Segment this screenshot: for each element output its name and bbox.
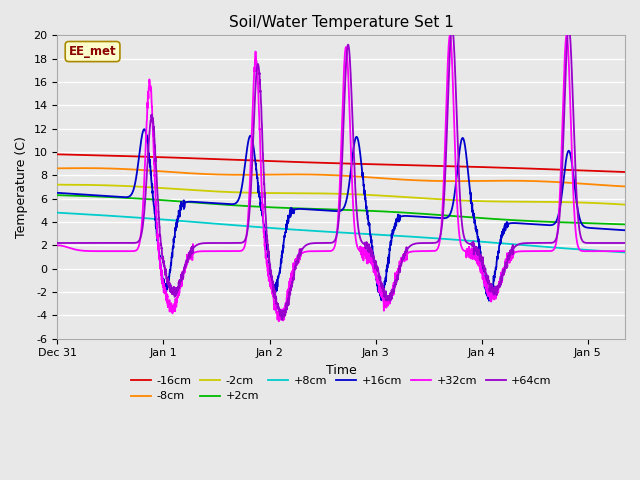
- -2cm: [621, 202, 629, 207]
- +16cm: [271, 290, 279, 296]
- +8cm: [271, 226, 279, 231]
- -2cm: [610, 201, 618, 207]
- +16cm: [549, 222, 557, 228]
- +16cm: [485, 298, 493, 303]
- +16cm: [296, 206, 304, 212]
- +16cm: [140, 126, 148, 132]
- +32cm: [271, 303, 279, 309]
- -16cm: [152, 154, 159, 160]
- +2cm: [549, 219, 557, 225]
- +16cm: [611, 227, 618, 232]
- +64cm: [278, 317, 286, 323]
- +64cm: [54, 240, 61, 246]
- -8cm: [54, 166, 61, 171]
- +8cm: [296, 227, 303, 233]
- -16cm: [610, 169, 618, 175]
- +2cm: [118, 195, 126, 201]
- +8cm: [54, 210, 61, 216]
- +2cm: [152, 197, 159, 203]
- +64cm: [118, 240, 126, 246]
- +2cm: [296, 205, 303, 211]
- +8cm: [610, 249, 618, 254]
- -8cm: [271, 172, 279, 178]
- +2cm: [54, 192, 61, 198]
- -16cm: [296, 159, 303, 165]
- -8cm: [118, 166, 126, 172]
- +2cm: [271, 204, 279, 210]
- Line: +2cm: +2cm: [58, 195, 625, 224]
- +64cm: [565, 24, 573, 30]
- +8cm: [549, 244, 557, 250]
- -8cm: [152, 168, 160, 174]
- +32cm: [621, 248, 629, 254]
- -2cm: [296, 191, 303, 196]
- +64cm: [611, 240, 618, 246]
- Line: -8cm: -8cm: [58, 168, 625, 186]
- -16cm: [549, 167, 557, 172]
- -8cm: [610, 183, 618, 189]
- Line: +8cm: +8cm: [58, 213, 625, 252]
- +64cm: [271, 291, 279, 297]
- -16cm: [54, 152, 61, 157]
- +16cm: [621, 228, 629, 233]
- -16cm: [271, 158, 279, 164]
- +32cm: [54, 242, 61, 248]
- +16cm: [118, 194, 126, 200]
- Line: +16cm: +16cm: [58, 129, 625, 300]
- -2cm: [152, 185, 159, 191]
- +32cm: [549, 247, 557, 253]
- Legend: -16cm, -8cm, -2cm, +2cm, +8cm, +16cm, +32cm, +64cm: -16cm, -8cm, -2cm, +2cm, +8cm, +16cm, +3…: [126, 372, 556, 406]
- -8cm: [621, 183, 629, 189]
- Y-axis label: Temperature (C): Temperature (C): [15, 136, 28, 238]
- Line: -2cm: -2cm: [58, 185, 625, 204]
- -2cm: [54, 182, 61, 188]
- +2cm: [610, 221, 618, 227]
- +16cm: [152, 221, 160, 227]
- +32cm: [152, 199, 159, 205]
- -2cm: [549, 199, 557, 205]
- +32cm: [611, 248, 618, 254]
- +32cm: [446, 33, 454, 38]
- +64cm: [296, 248, 304, 254]
- +32cm: [296, 257, 304, 263]
- -2cm: [271, 190, 279, 196]
- +64cm: [549, 240, 557, 245]
- Line: -16cm: -16cm: [58, 155, 625, 172]
- +8cm: [621, 250, 629, 255]
- -16cm: [118, 153, 126, 159]
- Line: +32cm: +32cm: [58, 36, 625, 321]
- Text: EE_met: EE_met: [68, 45, 116, 58]
- +32cm: [275, 318, 283, 324]
- -8cm: [549, 179, 557, 185]
- +2cm: [621, 221, 629, 227]
- Line: +64cm: +64cm: [58, 27, 625, 320]
- +64cm: [621, 240, 629, 246]
- +8cm: [118, 214, 126, 219]
- +16cm: [54, 190, 61, 196]
- -16cm: [621, 169, 629, 175]
- +64cm: [152, 160, 159, 166]
- -8cm: [80, 165, 88, 171]
- +32cm: [118, 248, 126, 254]
- X-axis label: Time: Time: [326, 364, 356, 377]
- +8cm: [152, 216, 159, 222]
- Title: Soil/Water Temperature Set 1: Soil/Water Temperature Set 1: [228, 15, 454, 30]
- -2cm: [118, 183, 126, 189]
- -8cm: [296, 171, 304, 177]
